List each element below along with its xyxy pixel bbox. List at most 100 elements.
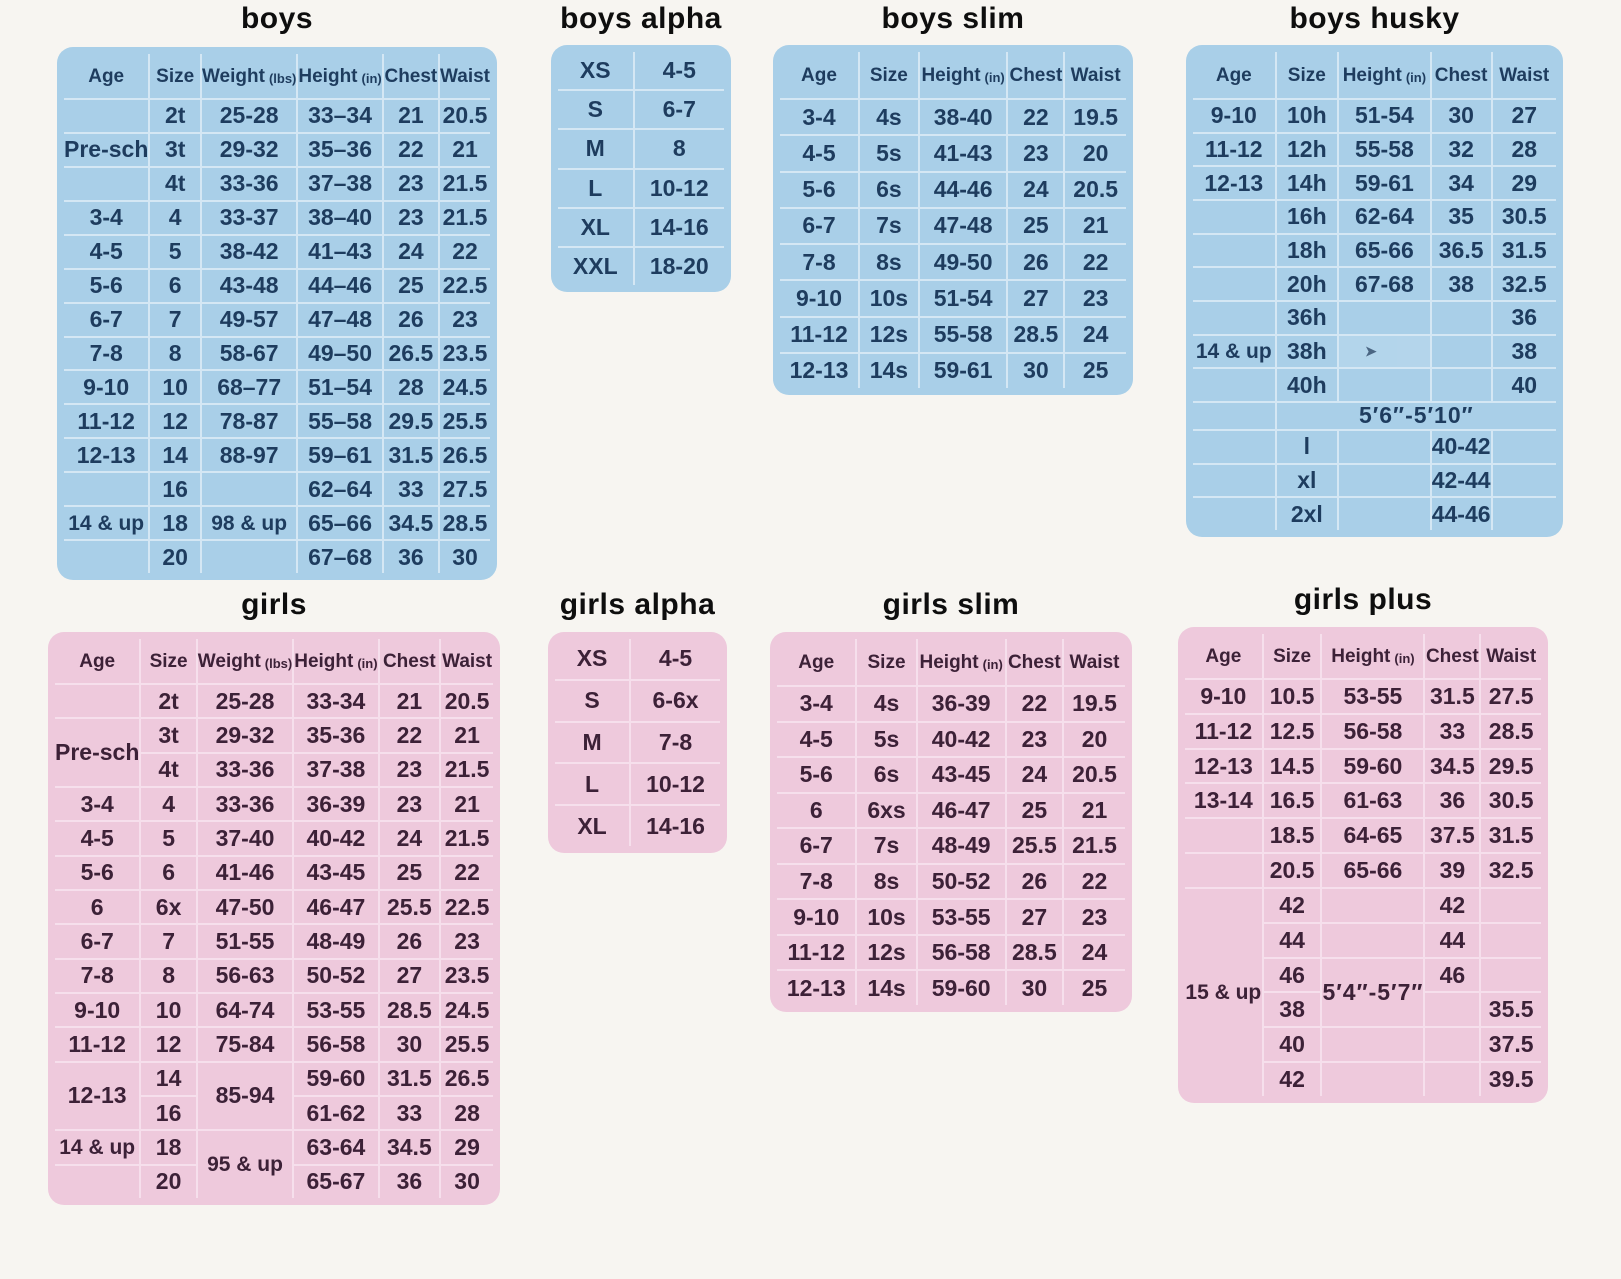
table-cell: 20h	[1276, 268, 1338, 300]
table-cell: 41–43	[298, 235, 382, 268]
table-cell: 37-38	[294, 753, 378, 786]
table-cell	[64, 167, 149, 200]
table-cell	[64, 473, 149, 506]
table-cell: 3t	[141, 719, 196, 752]
table-cell: 4-5	[64, 235, 149, 268]
table-cell: 14.5	[1263, 749, 1321, 783]
table-cell: 21.5	[440, 167, 490, 200]
table-cell: 10h	[1276, 100, 1338, 132]
table-cell: 49-50	[919, 245, 1007, 280]
table-cell: 62-64	[1339, 200, 1430, 233]
table-cell: 35.5	[1481, 993, 1541, 1027]
table-cell: 53-55	[1322, 680, 1424, 713]
table-cell: L	[558, 169, 633, 207]
table-cell: 18.5	[1263, 819, 1321, 853]
table-cell	[1339, 369, 1430, 401]
table-cell: 5s	[857, 722, 916, 757]
table-cell	[1339, 464, 1430, 497]
table-cell: 65–66	[298, 507, 382, 540]
table-cell: 23	[1006, 722, 1062, 757]
table-cell: 12-13	[1193, 167, 1275, 199]
table-cell: 9-10	[780, 281, 858, 316]
table-cell: 7s	[857, 829, 916, 863]
table-cell: 30	[441, 1165, 493, 1198]
column-header: Age	[777, 639, 856, 685]
table-cell: 21.5	[1063, 829, 1125, 863]
table-cell: 61-63	[1322, 784, 1424, 818]
column-header: Age	[1185, 634, 1262, 678]
table-cell: l	[1276, 430, 1338, 463]
table-cell: 14	[141, 1062, 196, 1095]
table-cell: 7-8	[631, 722, 720, 763]
unit-label: (in)	[357, 655, 378, 671]
table-cell: 14s	[860, 353, 918, 388]
table-cell: 22.5	[441, 890, 493, 924]
table-cell: 6s	[857, 758, 916, 792]
table-cell: 7-8	[64, 337, 149, 370]
boys-slim-size-table: Age Size Height (in) Chest Waist 3-4 4s 38-40 22 1…	[780, 52, 1126, 388]
table-cell: 29.5	[1481, 749, 1541, 783]
table-cell: M	[555, 722, 630, 763]
table-cell	[1481, 923, 1541, 957]
table-cell: 5	[141, 822, 196, 855]
column-header: Size	[1263, 634, 1321, 678]
table-cell: 25	[1008, 208, 1064, 243]
table-cell: 2t	[141, 685, 196, 718]
table-cell: 51-54	[919, 281, 1007, 316]
table-cell: 55-58	[919, 317, 1007, 352]
panel-boys-slim: Age Size Height (in) Chest Waist 3-4 4s 38-40 22 1…	[773, 45, 1133, 395]
table-cell	[1481, 888, 1541, 922]
table-cell: 30.5	[1492, 200, 1556, 233]
table-cell: 6-6x	[631, 680, 720, 721]
table-cell: 46	[1425, 958, 1480, 992]
table-cell: 65-66	[1339, 234, 1430, 267]
table-cell: 27	[379, 959, 440, 992]
table-cell: 20.5	[1065, 172, 1126, 207]
table-cell: 25	[379, 856, 440, 889]
table-cell: 50-52	[917, 864, 1005, 899]
table-cell: 5-6	[780, 172, 858, 207]
table-cell: 27.5	[1481, 680, 1541, 713]
table-cell: 27	[1006, 900, 1062, 934]
table-cell: 37-40	[197, 822, 293, 855]
table-cell: 36h	[1276, 301, 1338, 334]
column-header: Chest	[1006, 639, 1062, 685]
table-cell: 10	[141, 993, 196, 1027]
table-cell: 38-40	[919, 100, 1007, 135]
table-cell: 27	[1008, 281, 1064, 316]
table-cell: 61-62	[294, 1096, 378, 1130]
table-cell: 5-6	[777, 758, 856, 792]
table-cell: 36.5	[1431, 234, 1491, 267]
table-cell: 26	[379, 925, 440, 958]
table-cell	[55, 685, 140, 718]
unit-label: (in)	[1394, 650, 1415, 666]
table-cell: 88-97	[201, 439, 297, 472]
table-cell: 38	[1431, 268, 1491, 300]
table-cell: XXL	[558, 247, 633, 285]
column-header: Size	[857, 639, 916, 685]
column-header: Weight (lbs)	[201, 54, 297, 98]
table-cell: 12h	[1276, 133, 1338, 166]
table-cell: 33	[383, 473, 439, 506]
table-cell: 40-42	[1431, 430, 1491, 463]
table-cell: 21.5	[441, 822, 493, 855]
table-cell: 42	[1263, 1063, 1321, 1096]
panel-title-girls-slim: girls slim	[882, 588, 1020, 621]
table-cell: 59–61	[298, 439, 382, 472]
table-cell: 40h	[1276, 369, 1338, 401]
table-cell	[1492, 498, 1556, 530]
table-cell: xl	[1276, 464, 1338, 497]
table-cell: 19.5	[1063, 687, 1125, 721]
column-header: Chest	[1425, 634, 1480, 678]
table-cell: 51–54	[298, 371, 382, 404]
table-cell: 31.5	[1492, 234, 1556, 267]
column-header: Weight (lbs)	[197, 639, 293, 683]
table-cell	[1425, 993, 1480, 1027]
table-cell: 11-12	[1185, 714, 1262, 748]
table-cell: 22	[383, 133, 439, 166]
table-cell: 95 & up	[197, 1131, 293, 1198]
table-cell	[1193, 200, 1275, 233]
table-cell	[64, 541, 149, 573]
table-cell: 3-4	[64, 201, 149, 234]
table-cell: 22	[441, 856, 493, 889]
